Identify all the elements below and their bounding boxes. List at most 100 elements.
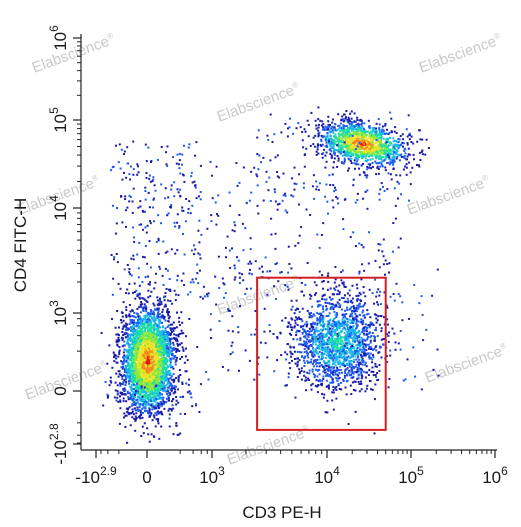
event-dot <box>310 326 313 329</box>
event-dot <box>143 379 146 382</box>
event-dot <box>164 333 167 336</box>
event-dot <box>161 321 163 324</box>
event-dot <box>167 348 170 351</box>
event-dot <box>371 134 373 136</box>
event-dot <box>176 342 179 345</box>
event-dot <box>141 359 144 362</box>
event-dot <box>121 391 124 394</box>
event-dot <box>348 135 351 138</box>
event-dot <box>393 130 396 133</box>
event-dot <box>131 363 134 365</box>
event-dot <box>137 349 140 352</box>
event-dot <box>122 319 125 322</box>
event-dot <box>174 293 177 296</box>
event-dot <box>152 414 155 417</box>
event-dot <box>139 327 142 330</box>
event-dot <box>337 138 340 141</box>
event-dot <box>331 140 334 143</box>
event-dot <box>410 141 413 143</box>
event-dot <box>129 424 132 427</box>
event-dot <box>146 358 149 361</box>
event-dot <box>355 162 358 165</box>
event-dot <box>118 346 121 349</box>
event-dot <box>303 128 306 131</box>
event-dot <box>344 134 347 136</box>
event-dot <box>174 390 176 393</box>
event-dot <box>361 338 364 341</box>
event-dot <box>369 142 372 145</box>
event-dot <box>413 158 415 161</box>
event-dot <box>158 321 161 324</box>
watermark-text: Elabscience® <box>423 341 510 387</box>
event-dot <box>155 380 158 382</box>
event-dot <box>365 345 367 348</box>
event-dot <box>354 380 357 383</box>
event-dot <box>368 150 371 153</box>
event-dot <box>389 136 392 139</box>
event-dot <box>167 366 169 369</box>
event-dot <box>123 371 126 373</box>
event-dot <box>154 425 157 428</box>
event-dot <box>133 315 136 318</box>
event-dot <box>137 402 140 405</box>
event-dot <box>158 391 161 394</box>
event-dot <box>155 398 158 400</box>
event-dot <box>154 368 157 371</box>
event-dot <box>355 133 358 136</box>
event-dot <box>124 375 127 378</box>
event-dot <box>365 387 368 390</box>
event-dot <box>179 358 182 360</box>
event-dot <box>164 379 167 382</box>
event-dot <box>158 345 161 348</box>
event-dot <box>344 339 346 342</box>
event-dot <box>143 377 146 380</box>
event-dot <box>134 337 137 340</box>
event-dot <box>175 358 178 361</box>
event-dot <box>387 140 390 143</box>
event-dot <box>380 133 382 136</box>
event-dot <box>159 333 162 336</box>
event-dot <box>148 324 150 327</box>
event-dot <box>150 413 153 416</box>
event-dot <box>159 383 162 386</box>
event-dot <box>138 397 141 400</box>
event-dot <box>140 336 143 339</box>
event-dot <box>152 318 154 321</box>
event-dot <box>350 367 353 370</box>
event-dot <box>156 390 159 393</box>
event-dot <box>159 335 162 338</box>
event-dot <box>333 126 336 129</box>
event-dot <box>150 350 153 353</box>
event-dot <box>137 353 140 355</box>
event-dot <box>138 329 141 332</box>
event-dot <box>181 346 184 349</box>
event-dot <box>164 305 167 308</box>
event-dot <box>140 346 143 349</box>
event-dot <box>160 366 163 369</box>
event-dot <box>137 366 139 369</box>
event-dot <box>181 321 184 324</box>
event-dot <box>139 321 142 324</box>
event-dot <box>141 297 144 300</box>
event-dot <box>124 360 127 363</box>
event-dot <box>396 140 399 143</box>
event-dot <box>364 153 367 156</box>
event-dot <box>159 364 162 367</box>
event-dot <box>349 140 352 143</box>
event-dot <box>151 404 154 407</box>
event-dot <box>154 369 157 372</box>
event-dot <box>147 399 150 402</box>
event-dot <box>349 384 352 387</box>
event-dot <box>349 322 352 324</box>
event-dot <box>146 334 149 337</box>
event-dot <box>357 122 360 125</box>
event-dot <box>319 304 322 307</box>
event-dot <box>128 345 131 348</box>
event-dot <box>349 112 352 115</box>
event-dot <box>135 402 138 405</box>
event-dot <box>160 365 163 368</box>
event-dot <box>386 150 389 152</box>
event-dot <box>341 135 344 138</box>
event-dot <box>146 342 149 345</box>
event-dot <box>141 403 143 406</box>
